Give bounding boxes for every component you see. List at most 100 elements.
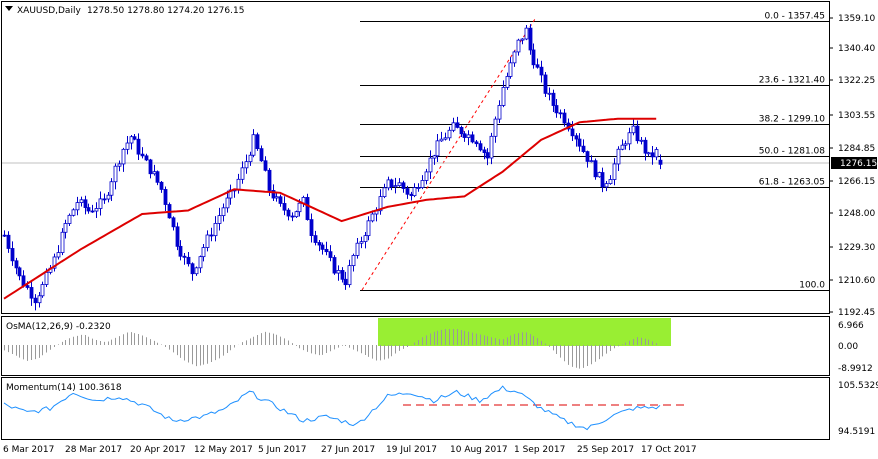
candle <box>554 99 559 118</box>
candle <box>294 210 299 218</box>
candle <box>90 204 95 213</box>
candle <box>29 279 34 306</box>
candle <box>14 257 19 275</box>
candle <box>551 89 556 112</box>
price-tick: 1284.85 <box>838 144 875 154</box>
candle <box>290 212 295 222</box>
candle <box>547 87 552 101</box>
date-tick: 28 Mar 2017 <box>65 445 122 455</box>
candle <box>604 180 609 192</box>
candle <box>52 253 57 272</box>
candle <box>389 178 394 191</box>
candle <box>474 139 479 147</box>
candle <box>263 156 268 172</box>
candle <box>75 196 80 216</box>
candle <box>616 146 621 172</box>
candle <box>102 193 107 204</box>
candle <box>658 154 663 170</box>
candle <box>94 202 99 218</box>
candle <box>305 193 310 221</box>
candle <box>562 109 567 127</box>
osma-highlight-zone <box>378 318 671 346</box>
candle <box>623 140 628 150</box>
price-tick: 1322.25 <box>838 76 875 86</box>
price-panel <box>1 1 830 314</box>
candle <box>508 57 513 79</box>
momentum-panel <box>1 377 830 440</box>
candle <box>324 241 329 256</box>
osma-label: OsMA(12,26,9) -0.2320 <box>6 322 111 332</box>
candle <box>351 253 356 272</box>
candle <box>201 244 206 262</box>
candle <box>71 208 76 217</box>
candle <box>136 133 141 160</box>
momentum-label: Momentum(14) 100.3618 <box>6 383 122 393</box>
candle <box>37 291 42 308</box>
price-tick: 1303.55 <box>838 111 875 121</box>
candle <box>167 202 172 219</box>
candle <box>393 177 398 194</box>
candle <box>455 116 460 129</box>
fib-level-label: 100.0 <box>799 281 825 291</box>
fib-level-label: 50.0 - 1281.08 <box>759 147 825 157</box>
date-tick: 1 Sep 2017 <box>514 445 565 455</box>
candle <box>635 120 640 144</box>
date-tick: 27 Jun 2017 <box>321 445 375 455</box>
candle <box>33 294 38 311</box>
candle <box>282 196 287 216</box>
date-tick: 6 Mar 2017 <box>3 445 54 455</box>
candle <box>140 147 145 159</box>
candle <box>309 213 314 243</box>
candle <box>347 259 352 288</box>
candle <box>175 222 180 251</box>
fib-level-label: 0.0 - 1357.45 <box>765 12 826 22</box>
candle <box>113 163 118 190</box>
candle <box>646 151 651 157</box>
symbol-label: XAUUSD,Daily <box>17 6 81 16</box>
candle <box>520 38 525 45</box>
date-tick: 12 May 2017 <box>194 445 253 455</box>
current-price-badge <box>831 157 877 169</box>
momentum-tick: 105.5329 <box>838 381 878 391</box>
candle <box>205 230 210 252</box>
candle <box>639 136 644 145</box>
candle <box>401 180 406 193</box>
osma-axis: 6.966 0.00 -8.9912 <box>838 321 873 374</box>
price-tick: 1210.60 <box>838 276 875 286</box>
fibonacci-retracement[interactable]: 0.0 - 1357.45 23.6 - 1321.40 38.2 - 1299.1… <box>360 12 829 291</box>
collapse-triangle-icon[interactable] <box>5 6 13 11</box>
candle <box>320 242 325 255</box>
candle <box>63 219 68 239</box>
candle <box>244 154 249 174</box>
candle <box>574 133 579 147</box>
candle <box>343 271 348 290</box>
candle <box>363 231 368 249</box>
fib-level-label: 61.8 - 1263.05 <box>759 178 825 188</box>
osma-tick: 0.00 <box>838 342 858 352</box>
date-tick: 25 Sep 2017 <box>577 445 634 455</box>
price-tick: 1340.40 <box>838 44 875 54</box>
candle <box>612 158 617 186</box>
candle <box>98 191 103 216</box>
candle <box>493 116 498 143</box>
candle <box>40 281 45 298</box>
momentum-tick: 94.5191 <box>838 427 875 437</box>
candle <box>359 236 364 249</box>
candle <box>56 245 61 260</box>
candle <box>443 132 448 141</box>
date-tick: 20 Apr 2017 <box>130 445 186 455</box>
candle <box>355 238 360 259</box>
price-axis: 1359.10 1340.40 1322.25 1303.55 1284.85 … <box>829 14 877 318</box>
fib-level-label: 23.6 - 1321.40 <box>759 76 825 86</box>
candle <box>86 203 91 214</box>
candle <box>328 245 333 262</box>
candle <box>148 158 153 179</box>
candle <box>577 133 582 152</box>
candle <box>144 153 149 162</box>
candle <box>589 155 594 163</box>
date-tick: 19 Jul 2017 <box>386 445 437 455</box>
candle <box>466 130 471 146</box>
candle <box>198 255 203 273</box>
candle <box>516 38 521 56</box>
